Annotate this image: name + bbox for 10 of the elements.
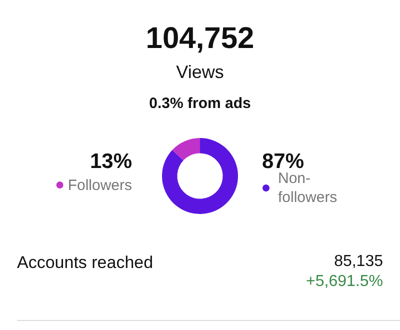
chart-title: 104,752	[144, 22, 256, 56]
data-label: 13%	[90, 150, 132, 173]
text: 0.3% from ads	[148, 95, 252, 112]
text: +5,691.5%	[306, 273, 383, 291]
chart-subtitle: Views	[175, 62, 225, 83]
text: 85,135	[334, 253, 383, 271]
text: Accounts reached	[17, 253, 154, 273]
legend-label: Non-followers	[278, 170, 338, 206]
data-label: 87%	[262, 150, 304, 173]
legend-label: Followers	[68, 177, 132, 194]
